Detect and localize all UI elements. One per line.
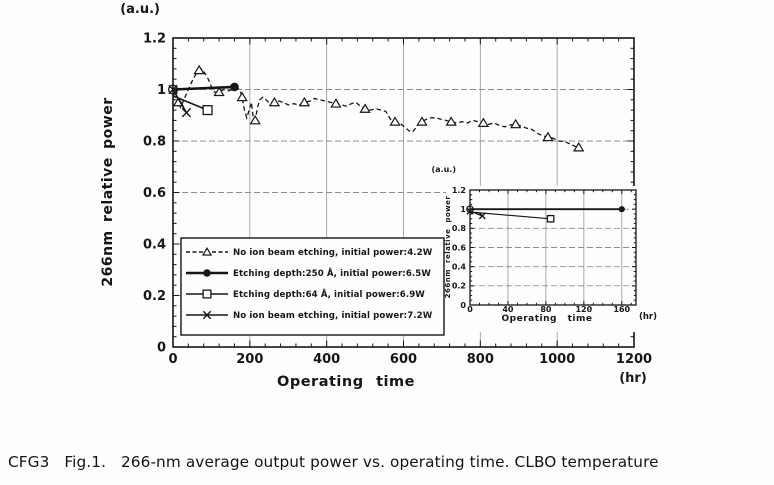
series-line [469,211,551,220]
power-vs-time-chart: 0 200 400 600 800 1000 120000.20.40.60.811.2Op… [100,2,657,390]
main-ticks [172,37,635,348]
x-axis-unit: (hr) [639,312,657,322]
y-tick-label: 0.4 [452,263,467,272]
x-tick-label: 0 [467,305,473,314]
x-tick-label: 400 [313,352,340,367]
x-axis-unit: (hr) [619,371,647,386]
x-tick-label: 40 [502,305,514,314]
legend-entry-label: No ion beam etching, initial power:4.2W [233,248,433,258]
inset-background [446,186,636,332]
y-tick-label: 0.8 [143,135,166,150]
main-series-x [168,84,192,118]
x-tick-label: 0 [168,352,177,367]
x-axis-label: Operating time [502,314,593,324]
y-tick-label: 0.6 [452,243,467,252]
y-tick-label: 1 [460,205,466,214]
legend: No ion beam etching, initial power:4.2W E… [180,237,445,336]
figure-caption: CFG3 Fig.1. 266-nm average output power … [8,407,770,485]
legend-box [180,237,445,336]
y-tick-label: 0 [157,341,166,356]
y-axis-label: 266nm relative power [100,97,116,286]
x-tick-label: 600 [390,352,417,367]
legend-entry-label: Etching depth:64 Å, initial power:6.9W [233,289,425,300]
y-tick-label: 1.2 [143,32,166,47]
x-tick-label: 80 [540,305,552,314]
x-tick-label: 800 [467,352,494,367]
inset-series-square-open [469,211,555,223]
series-line [469,210,483,217]
x-axis-label: Operating time [277,374,415,390]
main-chart-group: 0 200 400 600 800 1000 120000.20.40.60.811.2Op… [100,2,652,390]
legend-entry-label: Etching depth:250 Å, initial power:6.5W [233,268,431,279]
x-tick-label: 1000 [539,352,575,367]
legend-entry-label: No ion beam etching, initial power:7.2W [233,311,433,321]
x-tick-label: 1200 [616,352,652,367]
x-tick-label: 120 [575,305,592,314]
main-series-triangle-open [172,64,585,152]
y-axis-label: 266nm relative power [444,196,452,299]
inset-series-x [466,207,486,220]
x-tick-label: 200 [236,352,263,367]
y-tick-label: 0.2 [143,289,166,304]
y-axis-unit: (a.u.) [120,2,160,17]
y-tick-label: 0.2 [452,282,466,291]
series-line [172,85,235,91]
y-tick-label: 0 [460,301,466,310]
main-series-circle-filled [167,82,239,95]
y-tick-label: 0.8 [452,224,467,233]
y-axis-unit: (a.u.) [432,165,456,174]
y-tick-label: 1 [157,83,166,98]
caption-line-1: CFG3 Fig.1. 266-nm average output power … [8,453,659,471]
series-line [172,68,579,149]
x-tick-label: 160 [613,305,630,314]
y-tick-label: 0.4 [143,238,166,253]
inset-chart-group: 0 40 80 120 160 0 0.2 0.4 0.6 0.8 1 1.2 Operating ti… [432,165,657,332]
y-tick-label: 0.6 [143,186,166,201]
series-line [172,89,188,114]
y-tick-label: 1.2 [452,186,466,195]
